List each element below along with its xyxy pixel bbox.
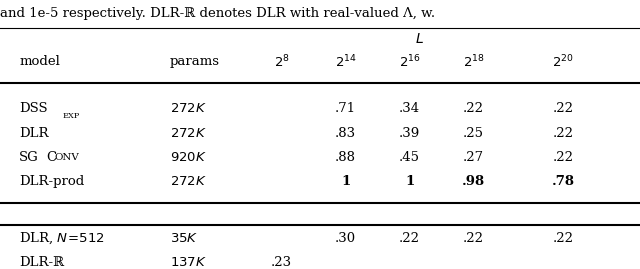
- Text: .22: .22: [553, 232, 573, 245]
- Text: 1: 1: [405, 175, 414, 188]
- Text: .39: .39: [399, 127, 420, 140]
- Text: .25: .25: [463, 127, 484, 140]
- Text: .22: .22: [553, 102, 573, 115]
- Text: $272K$: $272K$: [170, 127, 207, 140]
- Text: .22: .22: [553, 127, 573, 140]
- Text: $35K$: $35K$: [170, 232, 198, 245]
- Text: DLR, $N\!=\!512$: DLR, $N\!=\!512$: [19, 230, 105, 246]
- Text: DSS: DSS: [19, 102, 48, 115]
- Text: $920K$: $920K$: [170, 151, 206, 164]
- Text: model: model: [19, 55, 60, 68]
- Text: $272K$: $272K$: [170, 102, 207, 115]
- Text: .34: .34: [399, 102, 420, 115]
- Text: .71: .71: [335, 102, 356, 115]
- Text: .27: .27: [463, 151, 484, 164]
- Text: .22: .22: [463, 232, 484, 245]
- Text: 1: 1: [341, 175, 350, 188]
- Text: C: C: [46, 151, 56, 164]
- Text: .30: .30: [335, 232, 356, 245]
- Text: .45: .45: [399, 151, 420, 164]
- Text: DLR: DLR: [19, 127, 49, 140]
- Text: params: params: [170, 55, 220, 68]
- Text: .98: .98: [462, 175, 485, 188]
- Text: DLR-ℝ: DLR-ℝ: [19, 256, 65, 269]
- Text: .83: .83: [335, 127, 356, 140]
- Text: SG: SG: [19, 151, 39, 164]
- Text: DLR-prod: DLR-prod: [19, 175, 84, 188]
- Text: and 1e-5 respectively. DLR-ℝ denotes DLR with real-valued Λ, w.: and 1e-5 respectively. DLR-ℝ denotes DLR…: [0, 7, 435, 20]
- Text: $137K$: $137K$: [170, 256, 207, 269]
- Text: .23: .23: [271, 256, 292, 269]
- Text: ONV: ONV: [54, 153, 79, 162]
- Text: .78: .78: [552, 175, 575, 188]
- Text: $2^{8}$: $2^{8}$: [274, 54, 289, 70]
- Text: $2^{16}$: $2^{16}$: [399, 54, 420, 70]
- Text: $2^{20}$: $2^{20}$: [552, 54, 574, 70]
- Text: $272K$: $272K$: [170, 175, 207, 188]
- Text: .22: .22: [553, 151, 573, 164]
- Text: $L$: $L$: [415, 32, 424, 46]
- Text: .88: .88: [335, 151, 356, 164]
- Text: EXP: EXP: [63, 112, 80, 120]
- Text: .22: .22: [463, 102, 484, 115]
- Text: .22: .22: [399, 232, 420, 245]
- Text: $2^{18}$: $2^{18}$: [463, 54, 484, 70]
- Text: $2^{14}$: $2^{14}$: [335, 54, 356, 70]
